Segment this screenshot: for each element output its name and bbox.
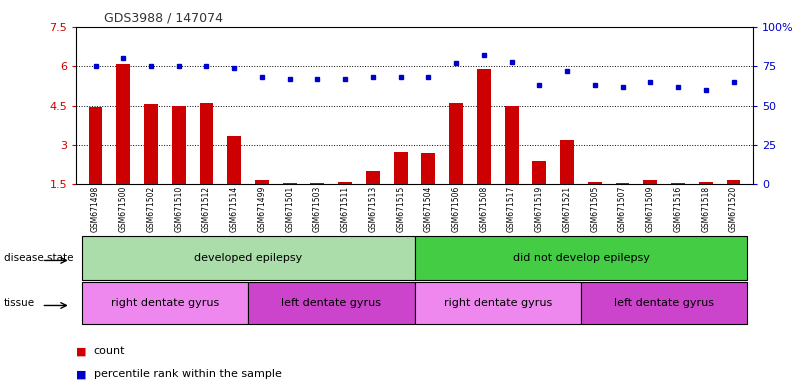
Bar [227, 136, 241, 184]
Bar [643, 180, 658, 184]
Text: left dentate gyrus: left dentate gyrus [281, 298, 381, 308]
Bar [421, 153, 435, 184]
Bar [255, 180, 269, 184]
Bar [671, 183, 685, 184]
Text: right dentate gyrus: right dentate gyrus [444, 298, 552, 308]
Text: right dentate gyrus: right dentate gyrus [111, 298, 219, 308]
Bar [366, 171, 380, 184]
Bar [560, 140, 574, 184]
Bar [727, 180, 740, 184]
Bar [616, 183, 630, 184]
Bar [89, 107, 103, 184]
Text: did not develop epilepsy: did not develop epilepsy [513, 253, 650, 263]
Text: disease state: disease state [4, 253, 74, 263]
Bar [116, 64, 131, 184]
Text: developed epilepsy: developed epilepsy [194, 253, 302, 263]
Bar [283, 183, 296, 184]
Bar [144, 104, 158, 184]
Text: ■: ■ [76, 346, 87, 356]
Bar [477, 69, 491, 184]
Text: tissue: tissue [4, 298, 35, 308]
Bar [338, 182, 352, 184]
Text: count: count [94, 346, 125, 356]
Text: percentile rank within the sample: percentile rank within the sample [94, 369, 282, 379]
Bar [533, 161, 546, 184]
Bar [311, 183, 324, 184]
Text: GDS3988 / 147074: GDS3988 / 147074 [104, 12, 223, 25]
Bar [698, 182, 713, 184]
Bar [505, 106, 518, 184]
Text: left dentate gyrus: left dentate gyrus [614, 298, 714, 308]
Bar [394, 152, 408, 184]
Bar [199, 103, 213, 184]
Bar [588, 182, 602, 184]
Bar [449, 103, 463, 184]
Bar [171, 106, 186, 184]
Text: ■: ■ [76, 369, 87, 379]
